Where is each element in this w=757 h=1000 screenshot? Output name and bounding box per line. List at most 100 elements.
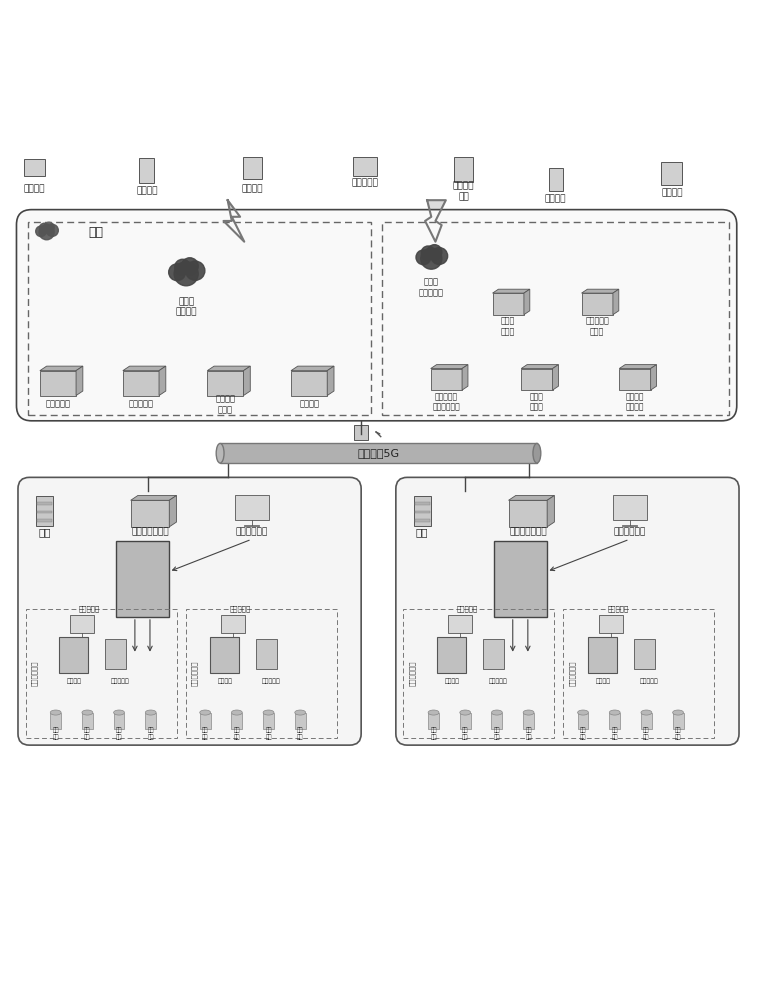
Text: 采集
设备: 采集 设备 <box>116 728 123 740</box>
Bar <box>606 637 616 638</box>
Bar <box>353 157 377 176</box>
Polygon shape <box>291 366 334 371</box>
Text: 采集
设备: 采集 设备 <box>612 728 618 740</box>
Bar <box>415 502 430 505</box>
Text: 数据总线: 数据总线 <box>299 400 319 409</box>
Bar <box>76 637 88 638</box>
Bar <box>523 713 534 729</box>
Bar <box>609 713 620 729</box>
Text: 采集
设备: 采集 设备 <box>643 728 650 740</box>
Text: 大屏幕展示: 大屏幕展示 <box>351 179 378 188</box>
Bar <box>26 609 176 738</box>
Circle shape <box>174 262 198 286</box>
Ellipse shape <box>428 710 439 715</box>
Circle shape <box>431 248 447 264</box>
Text: 采集控制终端: 采集控制终端 <box>409 661 416 686</box>
Text: 工项显示器: 工项显示器 <box>608 606 629 612</box>
Bar <box>145 713 156 729</box>
Bar <box>563 609 715 738</box>
Circle shape <box>416 250 431 265</box>
Ellipse shape <box>114 710 124 715</box>
Text: 采集
设备: 采集 设备 <box>202 728 208 740</box>
Bar <box>245 525 260 526</box>
Bar <box>36 496 53 526</box>
Text: 流媒体
服务器: 流媒体 服务器 <box>530 392 544 412</box>
Bar <box>431 369 462 390</box>
Bar <box>415 519 430 522</box>
Ellipse shape <box>459 710 471 715</box>
Circle shape <box>39 225 55 240</box>
Text: 场端服务器集群: 场端服务器集群 <box>131 527 169 536</box>
Polygon shape <box>509 495 554 500</box>
Circle shape <box>421 246 435 260</box>
Bar <box>599 615 623 633</box>
Bar <box>70 615 95 633</box>
Bar <box>220 443 537 463</box>
Bar <box>459 713 471 729</box>
Text: 采集
设备: 采集 设备 <box>462 728 469 740</box>
Ellipse shape <box>673 710 684 715</box>
Text: 采集
设备: 采集 设备 <box>674 728 681 740</box>
Circle shape <box>44 222 55 233</box>
Text: 工项显示器: 工项显示器 <box>230 606 251 612</box>
Text: 智能设备: 智能设备 <box>136 186 157 195</box>
Text: 即时通讯
服务器: 即时通讯 服务器 <box>216 395 235 414</box>
Polygon shape <box>223 200 245 242</box>
Polygon shape <box>40 366 83 371</box>
Bar <box>131 500 170 527</box>
Ellipse shape <box>533 443 540 463</box>
Text: 监测服务器: 监测服务器 <box>111 678 129 684</box>
Text: 大数据
服务器集群: 大数据 服务器集群 <box>419 278 444 297</box>
Text: 场端: 场端 <box>38 527 51 537</box>
Text: 采集
设备: 采集 设备 <box>148 728 154 740</box>
Polygon shape <box>431 365 468 369</box>
Polygon shape <box>131 495 176 500</box>
Circle shape <box>39 223 49 233</box>
Bar <box>382 222 729 415</box>
Text: 监测服务器: 监测服务器 <box>640 678 658 684</box>
Text: 移动办公: 移动办公 <box>545 195 566 204</box>
Ellipse shape <box>294 710 306 715</box>
Bar <box>116 541 169 617</box>
Text: 故障诊断
服务器群: 故障诊断 服务器群 <box>626 392 644 412</box>
Bar <box>37 519 51 522</box>
Polygon shape <box>493 289 530 293</box>
Text: 采集
设备: 采集 设备 <box>52 728 59 740</box>
Text: 以太网、5G: 以太网、5G <box>357 448 400 458</box>
Ellipse shape <box>523 710 534 715</box>
Text: 分布式文件
系统服务器群: 分布式文件 系统服务器群 <box>432 392 460 412</box>
Text: 采集控制终端: 采集控制终端 <box>192 661 198 686</box>
Bar <box>454 637 466 638</box>
Text: 监测服务器: 监测服务器 <box>261 678 280 684</box>
Polygon shape <box>207 366 251 371</box>
Bar <box>491 713 503 729</box>
Text: 监测服务器: 监测服务器 <box>488 678 507 684</box>
Bar <box>354 425 368 440</box>
Text: 工业采买: 工业采买 <box>596 678 611 684</box>
Bar <box>447 615 472 633</box>
Bar <box>641 713 652 729</box>
Text: 场端: 场端 <box>416 527 428 537</box>
Bar <box>414 496 431 526</box>
Ellipse shape <box>217 443 224 463</box>
Bar <box>24 159 45 176</box>
Bar <box>522 369 553 390</box>
FancyBboxPatch shape <box>18 477 361 745</box>
Bar <box>428 713 439 729</box>
Bar <box>403 609 554 738</box>
Bar <box>622 525 637 526</box>
Text: 采集
设备: 采集 设备 <box>234 728 240 740</box>
Ellipse shape <box>145 710 156 715</box>
Text: 采集
设备: 采集 设备 <box>525 728 532 740</box>
Text: 存储服务器: 存储服务器 <box>45 400 70 409</box>
Text: 采集
设备: 采集 设备 <box>430 728 437 740</box>
Text: 关系数据库
服务器: 关系数据库 服务器 <box>585 317 609 336</box>
Bar <box>294 713 306 729</box>
Bar <box>200 713 210 729</box>
Text: 专家远程
指导: 专家远程 指导 <box>453 182 475 201</box>
Polygon shape <box>524 289 530 315</box>
Ellipse shape <box>82 710 93 715</box>
Bar <box>232 713 242 729</box>
Text: 工项显示器: 工项显示器 <box>79 606 100 612</box>
Bar <box>114 713 124 729</box>
